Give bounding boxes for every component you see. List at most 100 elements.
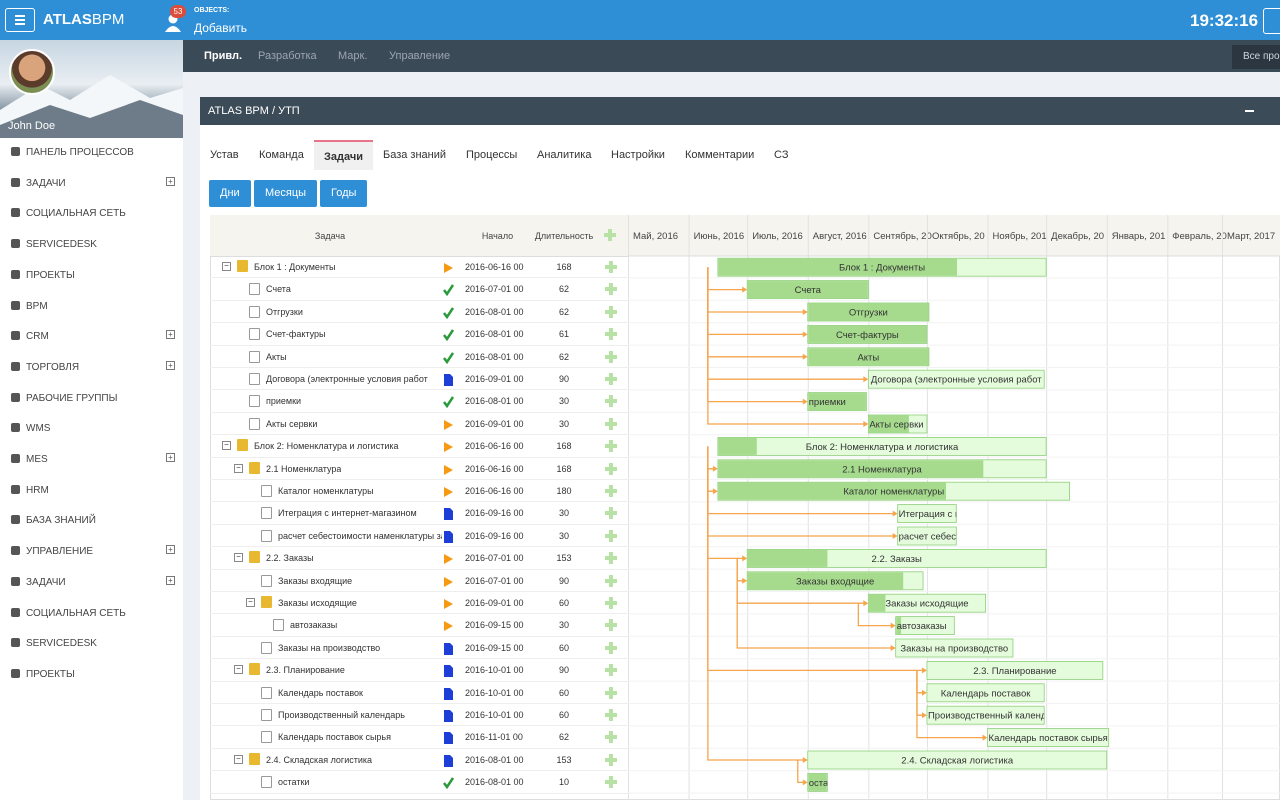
add-subtask[interactable] (605, 440, 617, 453)
tree-toggle[interactable]: − (222, 441, 231, 451)
task-checkbox[interactable] (249, 305, 260, 318)
menu-item[interactable]: СОЦИАЛЬНАЯ СЕТЬ (0, 599, 183, 629)
fullscreen-button[interactable] (1263, 8, 1280, 34)
tree-toggle[interactable]: − (246, 598, 255, 607)
logo[interactable]: ATLASBPM (43, 11, 124, 28)
task-checkbox[interactable] (261, 709, 272, 721)
add-subtask[interactable] (605, 619, 617, 632)
add-subtask[interactable] (605, 686, 617, 699)
task-checkbox[interactable] (261, 574, 272, 587)
task-name[interactable]: Заказы на производство (278, 642, 381, 653)
minimize-button[interactable] (1245, 110, 1254, 112)
tab[interactable]: Устав (210, 149, 239, 161)
task-name[interactable]: 2.4. Складская логистика (266, 754, 373, 765)
add-subtask[interactable] (605, 417, 617, 430)
task-checkbox[interactable] (261, 731, 272, 744)
task-name[interactable]: Блок 1 : Документы (254, 262, 336, 272)
task-name[interactable]: остатки (278, 777, 310, 788)
menu-expand[interactable]: + (166, 330, 175, 340)
objects-add[interactable]: Добавить (194, 21, 248, 35)
scale-button[interactable]: Месяцы (254, 180, 318, 207)
task-name[interactable]: Каталог номенклатуры (278, 486, 374, 496)
task-name[interactable]: 2.3. Планирование (266, 665, 345, 676)
add-subtask[interactable] (605, 328, 617, 341)
tree-toggle[interactable]: − (234, 754, 243, 764)
task-name[interactable]: Счет-фактуры (266, 329, 326, 340)
menu-item[interactable]: SERVICEDESK (0, 629, 183, 659)
scale-button[interactable]: Дни (209, 180, 251, 207)
menu-toggle[interactable] (5, 8, 35, 32)
task-name[interactable]: Заказы входящие (278, 575, 353, 586)
menu-item[interactable]: CRM + (0, 322, 183, 352)
tab[interactable]: СЗ (774, 149, 789, 161)
sub-nav-item[interactable]: Марк. (338, 50, 368, 62)
task-name[interactable]: Отгрузки (266, 306, 303, 317)
menu-expand[interactable]: + (166, 545, 175, 555)
task-checkbox[interactable] (249, 350, 260, 363)
tab[interactable]: База знаний (383, 149, 447, 161)
task-checkbox[interactable] (261, 686, 272, 699)
task-checkbox[interactable] (261, 776, 272, 789)
add-subtask[interactable] (605, 529, 617, 542)
add-subtask[interactable] (605, 305, 617, 318)
task-name[interactable]: приемки (266, 396, 302, 407)
task-checkbox[interactable] (261, 529, 272, 542)
task-name[interactable]: Договора (электронные условия работ (266, 374, 428, 384)
menu-item[interactable]: ЗАДАЧИ + (0, 568, 183, 598)
add-subtask[interactable] (605, 462, 617, 475)
menu-item[interactable]: ПРОЕКТЫ (0, 660, 183, 690)
menu-item[interactable]: WMS (0, 414, 183, 444)
tab[interactable]: Процессы (466, 149, 518, 161)
tree-toggle[interactable]: − (222, 262, 231, 271)
menu-item[interactable]: ЗАДАЧИ + (0, 169, 183, 199)
avatar[interactable] (9, 49, 55, 95)
tab[interactable]: Комментарии (685, 149, 755, 161)
add-subtask[interactable] (605, 664, 617, 677)
tree-toggle[interactable]: − (234, 463, 243, 473)
task-checkbox[interactable] (249, 417, 260, 430)
sub-nav-item[interactable]: Привл. (204, 50, 243, 62)
task-checkbox[interactable] (249, 373, 260, 385)
task-name[interactable]: Акты сервки (266, 418, 318, 429)
menu-item[interactable]: HRM (0, 476, 183, 506)
add-subtask[interactable] (605, 395, 617, 408)
add-subtask[interactable] (605, 731, 617, 744)
user-name[interactable]: John Doe (8, 120, 56, 132)
task-name[interactable]: Календарь поставок сырья (278, 732, 391, 743)
task-checkbox[interactable] (249, 328, 260, 341)
tab[interactable]: Задачи (314, 140, 373, 170)
menu-item[interactable]: СОЦИАЛЬНАЯ СЕТЬ (0, 199, 183, 229)
tab[interactable]: Настройки (611, 149, 665, 161)
menu-expand[interactable]: + (166, 360, 175, 370)
task-name[interactable]: Производственный календарь (278, 710, 405, 720)
task-checkbox[interactable] (249, 283, 260, 296)
add-subtask[interactable] (605, 350, 617, 363)
menu-item[interactable]: SERVICEDESK (0, 230, 183, 260)
add-subtask[interactable] (605, 261, 617, 273)
menu-item[interactable]: BPM (0, 292, 183, 322)
add-subtask[interactable] (605, 485, 617, 497)
sub-nav-item[interactable]: Разработка (258, 50, 317, 62)
menu-item[interactable]: ПАНЕЛЬ ПРОЦЕССОВ (0, 138, 183, 168)
all-projects-button[interactable]: Все про (1232, 45, 1280, 69)
scale-button[interactable]: Годы (320, 180, 368, 207)
task-checkbox[interactable] (261, 641, 272, 654)
task-name[interactable]: Блок 2: Номенклатура и логистика (254, 441, 399, 452)
menu-item[interactable]: ПРОЕКТЫ (0, 261, 183, 291)
add-subtask[interactable] (605, 597, 617, 609)
task-name[interactable]: 2.1 Номенклатура (266, 463, 342, 474)
menu-expand[interactable]: + (166, 575, 175, 585)
add-subtask[interactable] (605, 641, 617, 654)
add-subtask[interactable] (605, 373, 617, 385)
add-subtask[interactable] (605, 574, 617, 587)
menu-item[interactable]: РАБОЧИЕ ГРУППЫ (0, 384, 183, 414)
tab[interactable]: Команда (259, 149, 304, 161)
tree-toggle[interactable]: − (234, 553, 243, 563)
task-name[interactable]: Счета (266, 284, 291, 295)
add-subtask[interactable] (605, 753, 617, 766)
task-name[interactable]: Календарь поставок (278, 687, 363, 698)
task-name[interactable]: расчет себестоимости наменклатуры за (278, 530, 442, 541)
menu-item[interactable]: УПРАВЛЕНИЕ + (0, 537, 183, 567)
task-checkbox[interactable] (261, 507, 272, 520)
add-subtask[interactable] (605, 283, 617, 296)
